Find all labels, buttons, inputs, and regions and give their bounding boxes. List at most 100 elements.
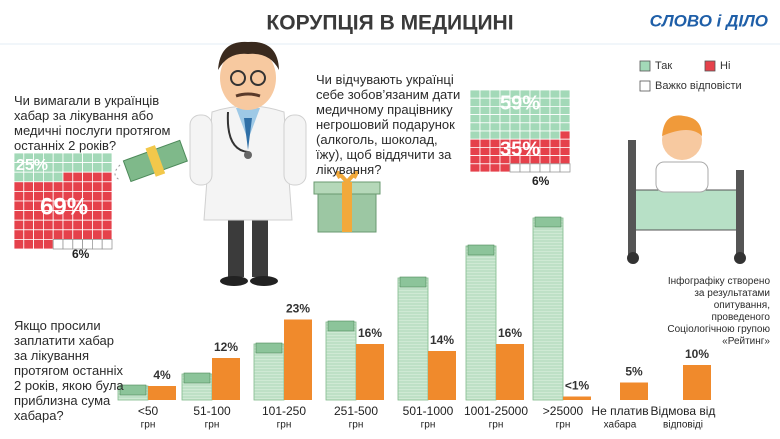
waffle-cell — [529, 122, 541, 132]
waffle-cell — [559, 130, 571, 140]
waffle-cell — [92, 210, 103, 221]
waffle-cell — [92, 200, 103, 212]
waffle-cell — [539, 138, 551, 148]
waffle-cell — [92, 238, 103, 250]
waffle-cell — [72, 229, 84, 240]
waffle-cell — [479, 155, 491, 165]
x-tick-label: <50 — [138, 404, 159, 418]
waffle-cell — [469, 114, 481, 124]
waffle-cell — [23, 210, 34, 221]
waffle-cell — [92, 190, 103, 202]
waffle-cell — [82, 229, 93, 240]
waffle-cell — [469, 89, 481, 99]
x-tick-label: хабара — [604, 419, 637, 431]
value-label: 16% — [498, 326, 522, 340]
waffle-cell — [72, 162, 84, 173]
waffle-cell — [479, 130, 491, 140]
waffle-cell — [92, 171, 103, 183]
value-label: 6% — [72, 247, 90, 261]
waffle-cell — [509, 122, 521, 132]
gift-illustration — [313, 170, 381, 233]
waffle-cell — [489, 97, 501, 107]
waffle-cell — [52, 162, 64, 173]
waffle-cell — [539, 97, 551, 107]
waffle-cell — [33, 181, 44, 192]
waffle-cell — [549, 114, 561, 124]
waffle-cell — [489, 138, 501, 148]
waffle-cell — [489, 155, 501, 165]
waffle-cell — [23, 229, 34, 240]
waffle-cell — [479, 106, 491, 116]
x-tick-label: грн — [349, 420, 364, 431]
waffle-cell — [479, 97, 491, 107]
waffle-cell — [509, 163, 521, 173]
x-tick-label: грн — [205, 420, 220, 431]
value-label: 23% — [286, 302, 310, 316]
money-top — [255, 342, 283, 354]
waffle-cell — [539, 114, 551, 124]
legend-swatch — [639, 80, 651, 92]
x-tick-label: 251-500 — [334, 404, 378, 418]
waffle-cell — [23, 181, 34, 192]
waffle-cell — [539, 146, 551, 156]
waffle-cell — [92, 152, 103, 164]
waffle-cell — [13, 229, 25, 240]
waffle-cell — [62, 162, 74, 173]
waffle-cell — [82, 171, 93, 183]
legend-swatch — [704, 60, 716, 72]
x-tick-label: Не платив — [591, 404, 648, 418]
waffle-cell — [23, 238, 34, 250]
waffle-cell — [101, 219, 113, 231]
legend-label: Так — [655, 60, 672, 72]
money-top — [327, 320, 355, 332]
logo: СЛОВО і ДІЛО — [650, 11, 768, 30]
waffle-cell — [479, 114, 491, 124]
bar — [563, 396, 591, 400]
waffle-cell — [539, 122, 551, 132]
money-top — [399, 276, 427, 288]
waffle-cell — [489, 89, 501, 99]
waffle-cell — [52, 171, 64, 183]
waffle-cell — [23, 219, 34, 231]
waffle-cell — [62, 219, 74, 231]
waffle-cell — [499, 122, 511, 132]
money-top — [534, 216, 562, 228]
waffle-cell — [62, 171, 74, 183]
waffle-cell — [469, 155, 481, 165]
waffle-cell — [82, 162, 93, 173]
waffle-cell — [43, 181, 54, 192]
waffle-cell — [549, 97, 561, 107]
waffle-segment — [469, 89, 571, 140]
waffle-cell — [519, 163, 531, 173]
waffle-cell — [23, 190, 34, 202]
waffle-cell — [489, 114, 501, 124]
waffle-segment — [13, 152, 113, 183]
waffle-cell — [62, 229, 74, 240]
waffle-cell — [519, 114, 531, 124]
waffle-cell — [549, 106, 561, 116]
waffle-cell — [489, 130, 501, 140]
waffle-cell — [469, 138, 481, 148]
value-label: 10% — [685, 347, 709, 361]
waffle-cell — [62, 181, 74, 192]
value-label: 59% — [500, 92, 540, 114]
waffle-cell — [92, 229, 103, 240]
waffle-cell — [559, 138, 571, 148]
waffle-cell — [52, 219, 64, 231]
waffle-cell — [101, 171, 113, 183]
waffle-cell — [489, 146, 501, 156]
value-label: 14% — [430, 333, 454, 347]
x-tick-label: грн — [421, 420, 436, 431]
waffle-cell — [549, 130, 561, 140]
waffle-cell — [479, 146, 491, 156]
x-tick-label: 501-1000 — [403, 404, 454, 418]
legend-swatch — [639, 60, 651, 72]
waffle-cell — [13, 200, 25, 212]
value-label: 4% — [153, 368, 171, 382]
bar — [212, 358, 240, 400]
waffle-cell — [479, 138, 491, 148]
question-2: Чи відчувають українці себе зобов’язаним… — [316, 72, 461, 177]
x-tick-label: Відмова від — [651, 404, 716, 418]
waffle-cell — [43, 238, 54, 250]
